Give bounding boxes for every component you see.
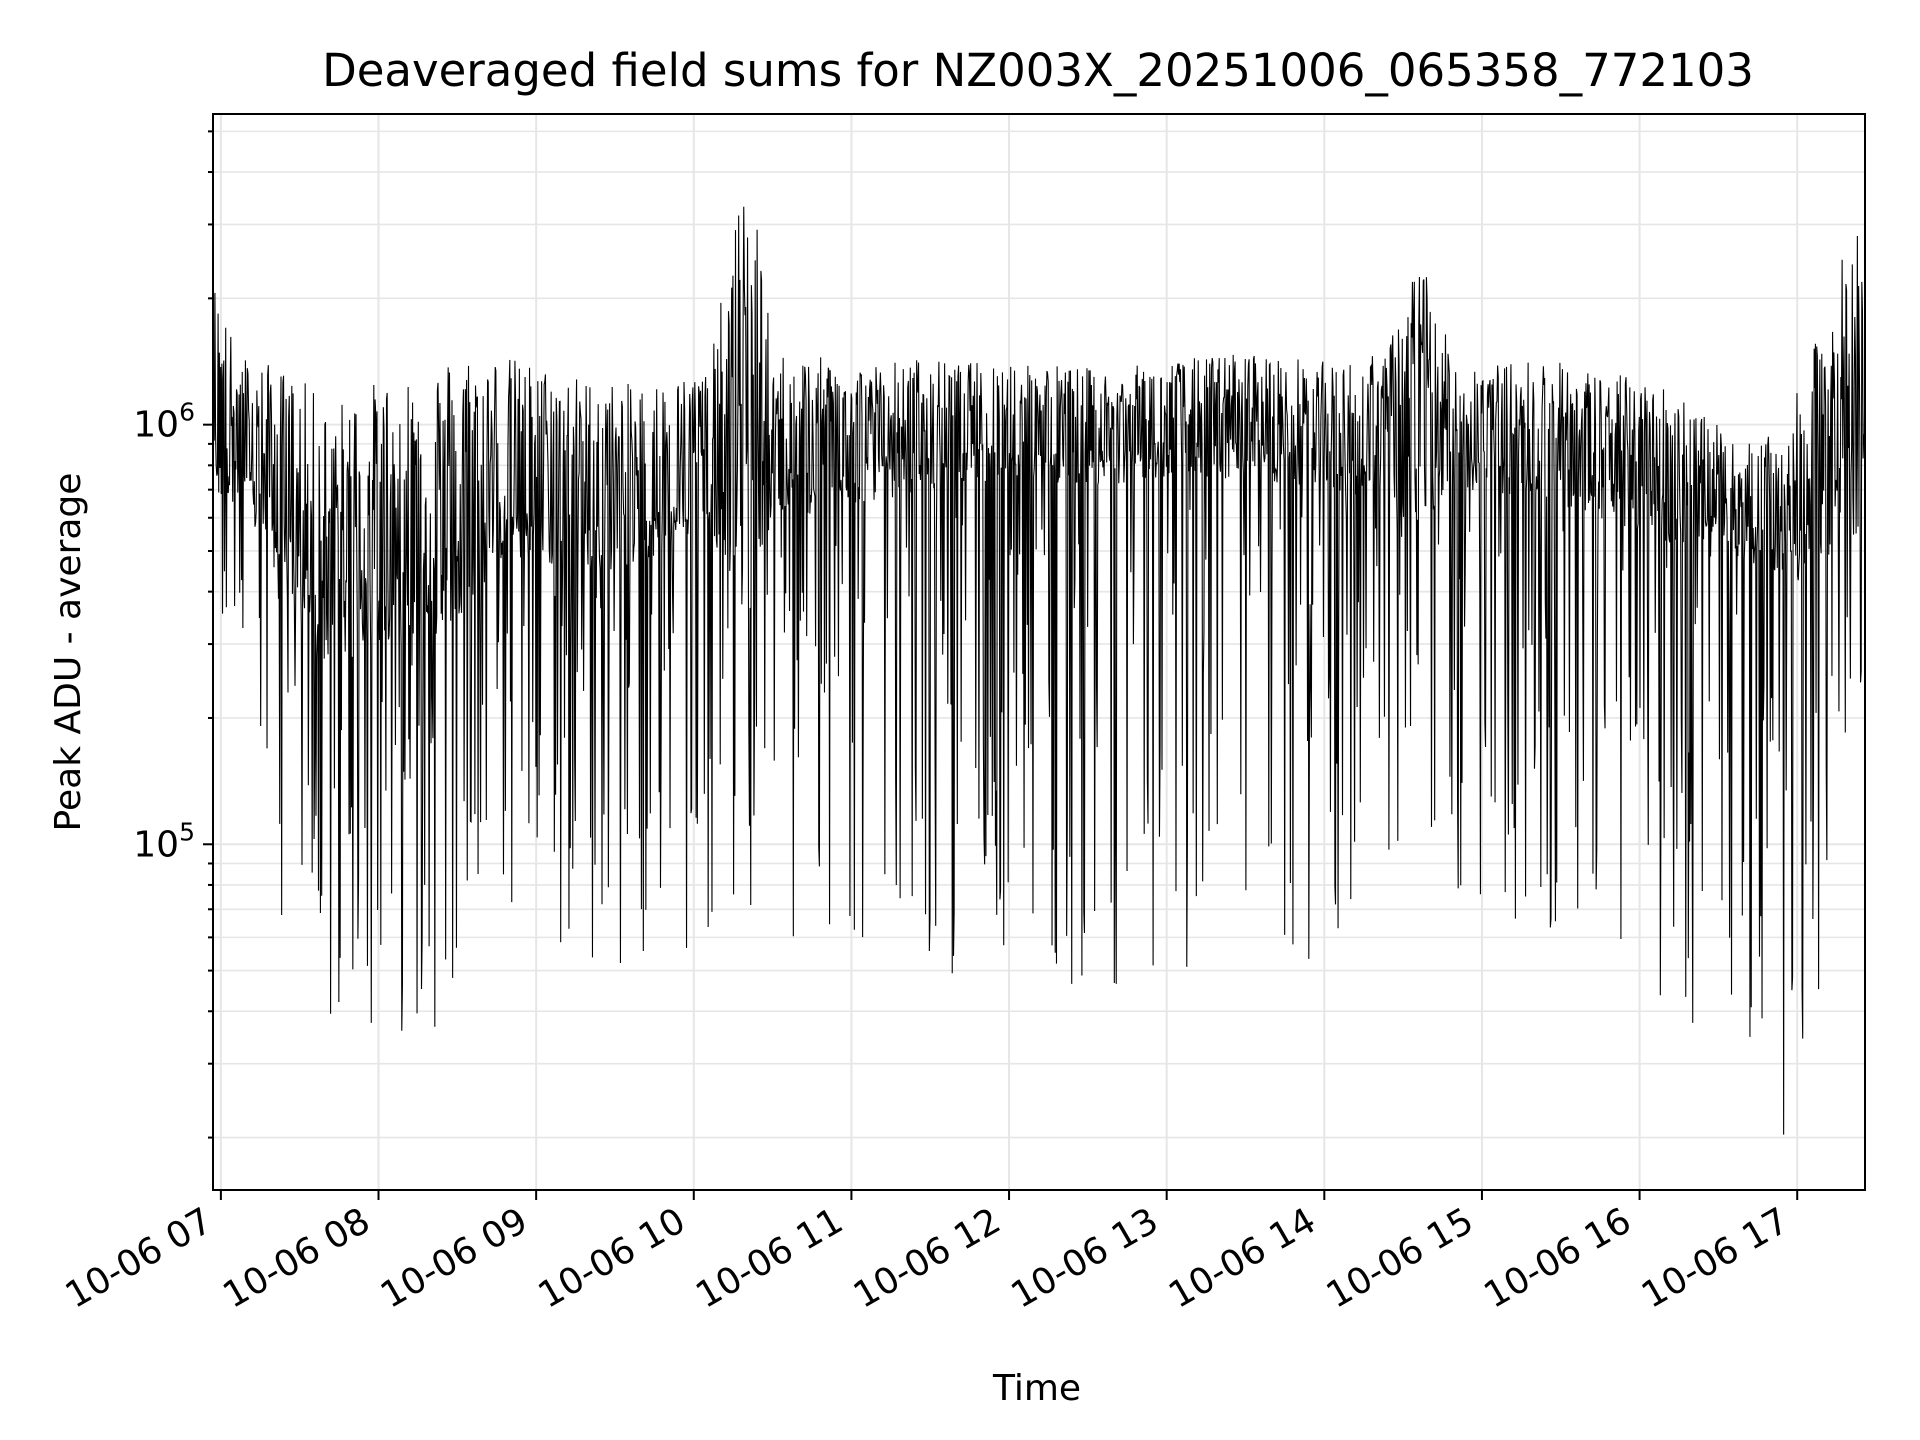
- y-tick-label: 106: [133, 398, 195, 446]
- plot-frame: [212, 113, 1866, 1191]
- x-axis-label: Time: [992, 1368, 1081, 1409]
- series-line: [212, 206, 1866, 1135]
- y-tick-exponent: 6: [179, 398, 195, 427]
- chart-title: Deaveraged field sums for NZ003X_2025100…: [322, 44, 1754, 97]
- y-tick-base: 10: [133, 824, 179, 865]
- y-axis-label: Peak ADU - average: [48, 473, 89, 832]
- y-tick-label: 105: [133, 817, 195, 865]
- y-tick-exponent: 5: [179, 817, 195, 846]
- y-tick-base: 10: [133, 405, 179, 446]
- series-path: [212, 206, 1866, 1135]
